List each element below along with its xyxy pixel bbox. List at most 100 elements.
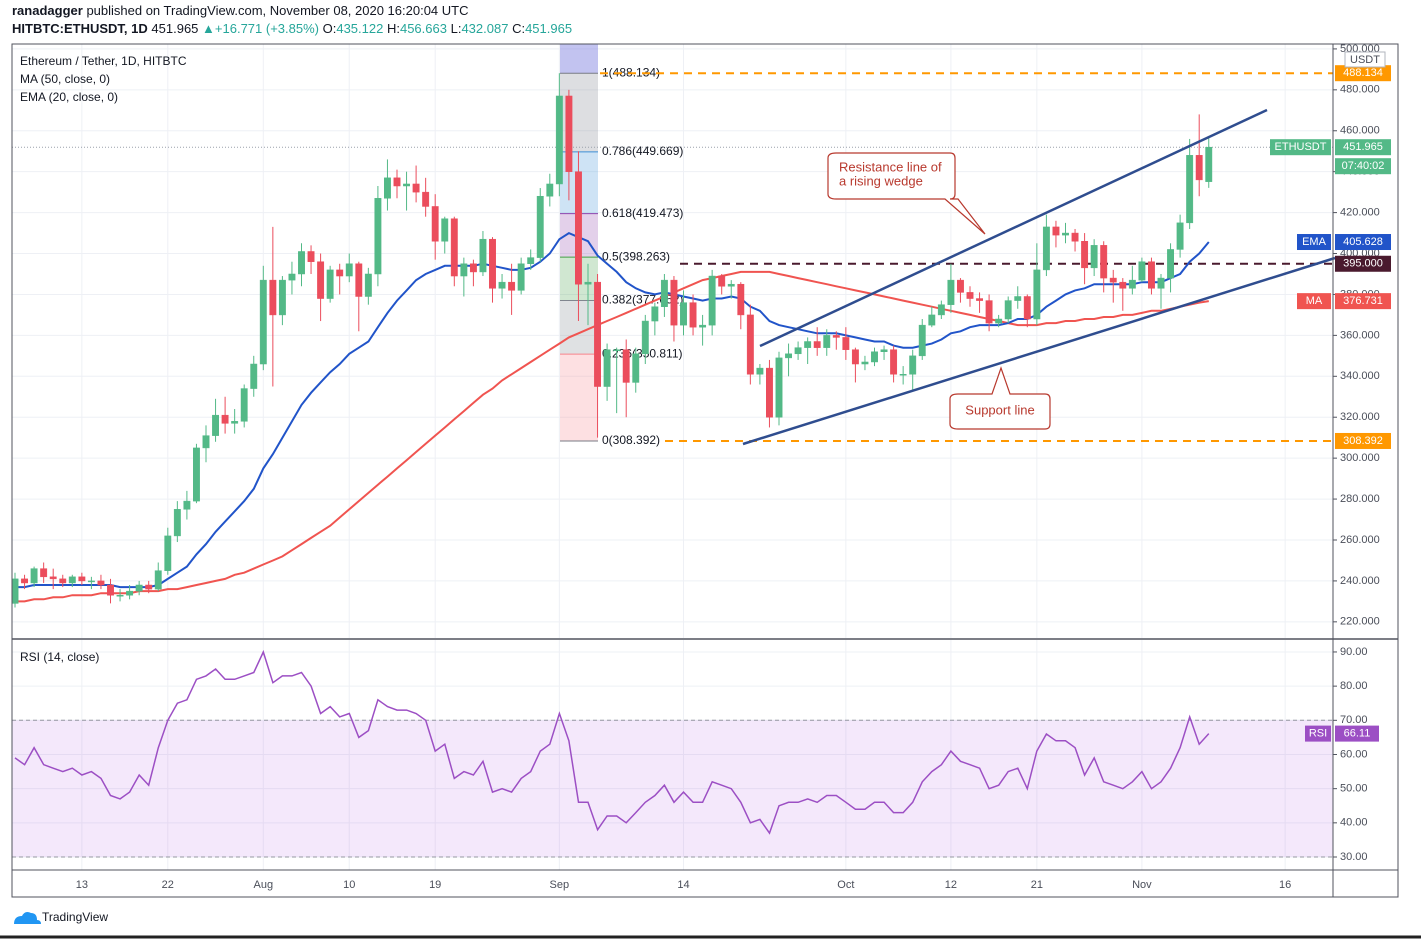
o-val: 435.122 [336, 21, 383, 36]
y-tick-label: 220.000 [1340, 616, 1380, 628]
y-tick-label: 240.000 [1340, 575, 1380, 587]
series-name-tag-box [1297, 234, 1331, 251]
candle-body [30, 568, 38, 584]
y-tick-label: 300.000 [1340, 452, 1380, 464]
candle-body [622, 349, 630, 383]
y-tick-label: 420.000 [1340, 207, 1380, 219]
candle-body [364, 273, 372, 297]
candle-body [947, 279, 955, 305]
candle-body [727, 283, 735, 287]
candle-body [1023, 296, 1031, 320]
candle-body [221, 414, 229, 424]
candle-body [307, 251, 315, 262]
candle-body [11, 578, 19, 604]
series-value-tag: 405.628 [1343, 236, 1383, 248]
x-tick-label: 16 [1279, 879, 1291, 891]
y-tick-label: 260.000 [1340, 534, 1380, 546]
candle-body [489, 238, 496, 289]
symbol: HITBTC:ETHUSDT, 1D [12, 21, 148, 36]
rsi-y-tick-label: 50.00 [1340, 783, 1368, 795]
y-tick-label: 340.000 [1340, 370, 1380, 382]
candle-body [660, 279, 668, 307]
candle-body [87, 580, 95, 583]
callout-text: Resistance line of [839, 159, 942, 174]
candle-body [804, 341, 812, 348]
candle-body [1033, 269, 1041, 320]
candle-body [880, 349, 888, 352]
candle-body [766, 367, 773, 418]
candle-body [135, 584, 143, 592]
candle-body [651, 306, 659, 322]
y-tick-label: 280.000 [1340, 493, 1380, 505]
currency-box [1344, 51, 1386, 68]
candle-body [21, 578, 29, 584]
x-tick-label: 22 [162, 879, 174, 891]
l-val: 432.087 [461, 21, 508, 36]
fib-band [560, 354, 598, 441]
candle-body [1081, 240, 1089, 269]
candle-body [403, 183, 411, 187]
symbol-tag-box [1270, 139, 1331, 156]
y-tick-label: 360.000 [1340, 329, 1380, 341]
fib-top-band [560, 44, 598, 74]
candle-body [355, 263, 363, 297]
resistance-trendline [759, 108, 1268, 348]
candle-body [851, 349, 859, 365]
candle-body [842, 337, 850, 350]
candle-body [565, 95, 573, 172]
candle-body [909, 355, 917, 375]
candle-body [116, 594, 124, 597]
candle-body [813, 341, 821, 348]
rsi-y-tick-label: 30.00 [1340, 851, 1368, 863]
candle-body [670, 279, 678, 326]
candle-body [202, 435, 210, 449]
candle-body [212, 414, 220, 436]
arrow: ▲ [202, 21, 215, 36]
last-price-tag: 451.965 [1343, 141, 1383, 153]
candle-body [145, 584, 153, 590]
candle-body [832, 335, 840, 338]
candle-body [1100, 245, 1108, 279]
candle-body [985, 300, 993, 324]
countdown-tag-box [1335, 158, 1391, 175]
candle-body [317, 261, 325, 299]
candle-body [441, 218, 449, 242]
o-key: O: [323, 21, 337, 36]
published: published on TradingView.com, November 0… [86, 3, 468, 18]
candle-body [393, 177, 401, 187]
c-key: C: [512, 21, 525, 36]
support-trendline [742, 256, 1336, 446]
candle-body [498, 281, 506, 289]
candle-body [756, 367, 764, 375]
level-tag-box [1335, 255, 1391, 272]
candle-body [899, 374, 907, 376]
callout-text: Support line [965, 402, 1034, 417]
candle-body [97, 580, 105, 586]
series-value-tag: 376.731 [1343, 295, 1383, 307]
last: 451.965 [151, 21, 198, 36]
candle-body [336, 269, 344, 277]
y-tick-label: 480.000 [1340, 84, 1380, 96]
candle-body [259, 279, 267, 365]
rsi-y-tick-label: 60.00 [1340, 748, 1368, 760]
candle-body [412, 183, 420, 193]
grid-layer [12, 44, 1333, 870]
candle-body [546, 183, 554, 197]
h-key: H: [387, 21, 400, 36]
rsi-value-tag: 66.11 [1344, 728, 1371, 740]
candle-body [250, 363, 258, 389]
candle-body [594, 281, 601, 387]
candle-body [966, 292, 974, 299]
ma-line [15, 231, 1210, 589]
lines-layer [12, 72, 1333, 835]
x-tick-label: Aug [254, 879, 274, 891]
candle-body [345, 263, 353, 277]
x-tick-label: Sep [550, 879, 570, 891]
candle-body [1157, 277, 1165, 289]
candle-body [1148, 261, 1155, 289]
series-value-tag-box [1335, 234, 1391, 251]
candle-body [1014, 296, 1022, 301]
rsi-y-tick-label: 40.00 [1340, 817, 1368, 829]
candle-body [1109, 277, 1117, 283]
